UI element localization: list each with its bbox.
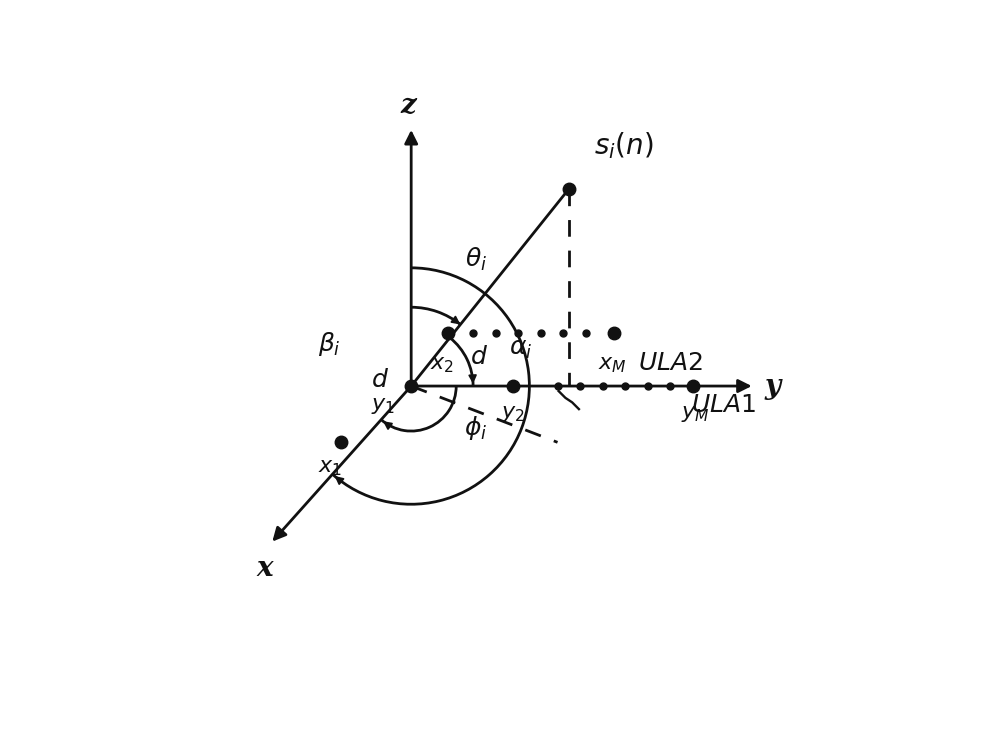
Text: $y_2$: $y_2$	[501, 402, 524, 424]
Text: y: y	[765, 373, 781, 400]
Text: $x_2$: $x_2$	[430, 353, 454, 376]
Text: $d$: $d$	[371, 368, 389, 392]
Text: $s_i(n)$: $s_i(n)$	[594, 130, 654, 161]
Text: $d$: $d$	[470, 346, 488, 369]
Text: $\theta_i$: $\theta_i$	[465, 246, 487, 273]
Text: $y_M$: $y_M$	[681, 402, 710, 424]
Text: $x_1$: $x_1$	[318, 456, 342, 478]
Text: $x_M$: $x_M$	[598, 353, 627, 376]
Text: z: z	[400, 91, 416, 118]
Text: $ULA1$: $ULA1$	[691, 394, 756, 417]
Text: $\phi_i$: $\phi_i$	[464, 414, 488, 442]
Text: $y_1$: $y_1$	[371, 395, 395, 417]
Text: $\alpha_i$: $\alpha_i$	[509, 338, 533, 361]
Text: $ULA2$: $ULA2$	[638, 352, 703, 375]
Text: $\beta_i$: $\beta_i$	[318, 330, 341, 358]
Text: x: x	[257, 555, 273, 582]
